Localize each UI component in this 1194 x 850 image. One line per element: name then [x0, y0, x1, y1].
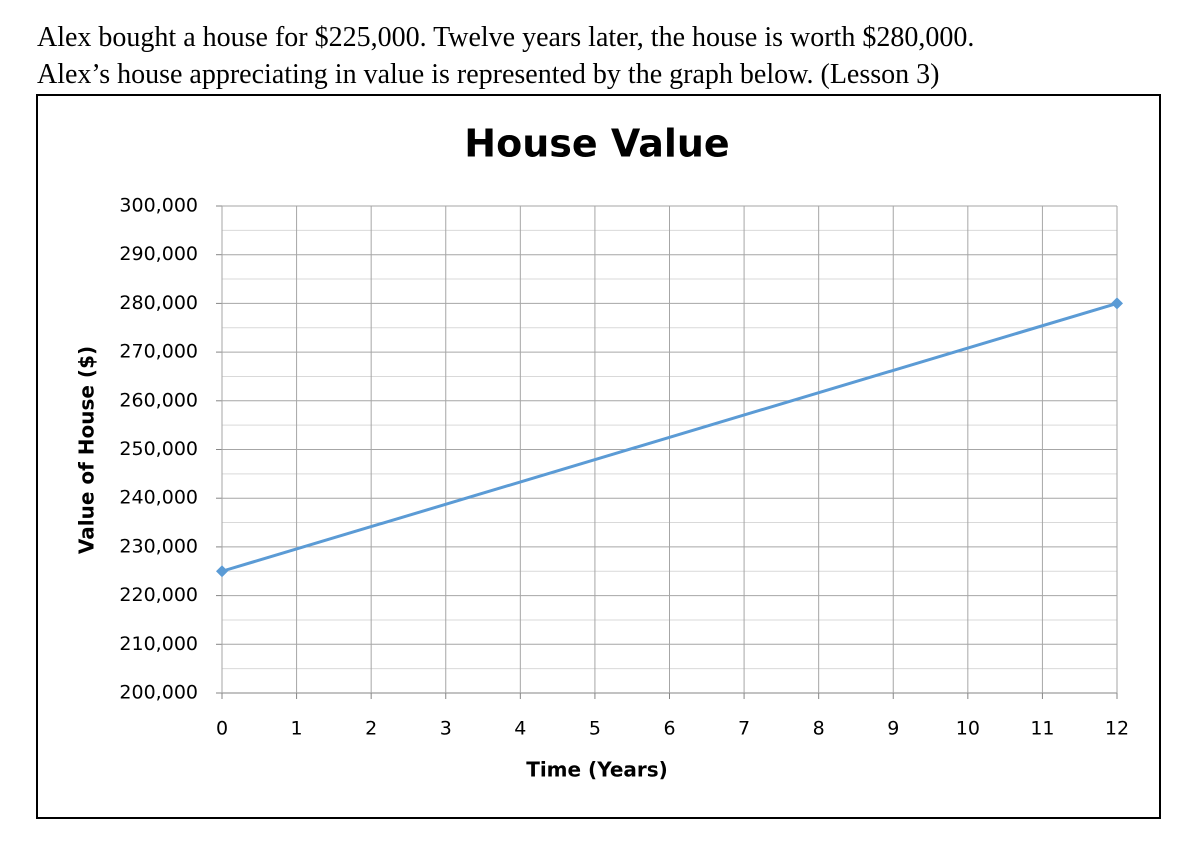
chart-title: House Value	[464, 122, 729, 166]
x-tick-label: 12	[1105, 718, 1129, 740]
x-tick-label: 10	[956, 718, 980, 740]
x-tick-label: 11	[1030, 718, 1054, 740]
y-axis-title: Value of House ($)	[75, 346, 99, 554]
y-tick-label: 240,000	[119, 487, 198, 509]
x-tick-label: 2	[365, 718, 377, 740]
chart-frame	[36, 94, 1161, 819]
x-tick-label: 3	[440, 718, 452, 740]
x-tick-label: 1	[291, 718, 303, 740]
question-line: Alex’s house appreciating in value is re…	[37, 59, 940, 90]
question-line: Alex bought a house for $225,000. Twelve…	[37, 22, 975, 53]
y-tick-label: 200,000	[119, 682, 198, 704]
x-tick-label: 8	[813, 718, 825, 740]
x-tick-label: 6	[663, 718, 675, 740]
data-line	[221, 301, 1118, 573]
y-tick-label: 300,000	[119, 195, 198, 217]
x-tick-label: 0	[216, 718, 228, 740]
x-tick-label: 9	[887, 718, 899, 740]
y-tick-label: 280,000	[119, 292, 198, 314]
y-tick-label: 260,000	[119, 389, 198, 411]
y-tick-label: 290,000	[119, 243, 198, 265]
data-point	[216, 565, 228, 578]
data-point	[1111, 297, 1123, 310]
y-tick-label: 230,000	[119, 535, 198, 557]
x-tick-label: 4	[514, 718, 526, 740]
x-axis-title: Time (Years)	[526, 758, 668, 782]
x-tick-label: 7	[738, 718, 750, 740]
x-tick-label: 5	[589, 718, 601, 740]
y-tick-label: 250,000	[119, 438, 198, 460]
y-tick-label: 220,000	[119, 584, 198, 606]
y-tick-label: 270,000	[119, 341, 198, 363]
y-tick-label: 210,000	[119, 633, 198, 655]
